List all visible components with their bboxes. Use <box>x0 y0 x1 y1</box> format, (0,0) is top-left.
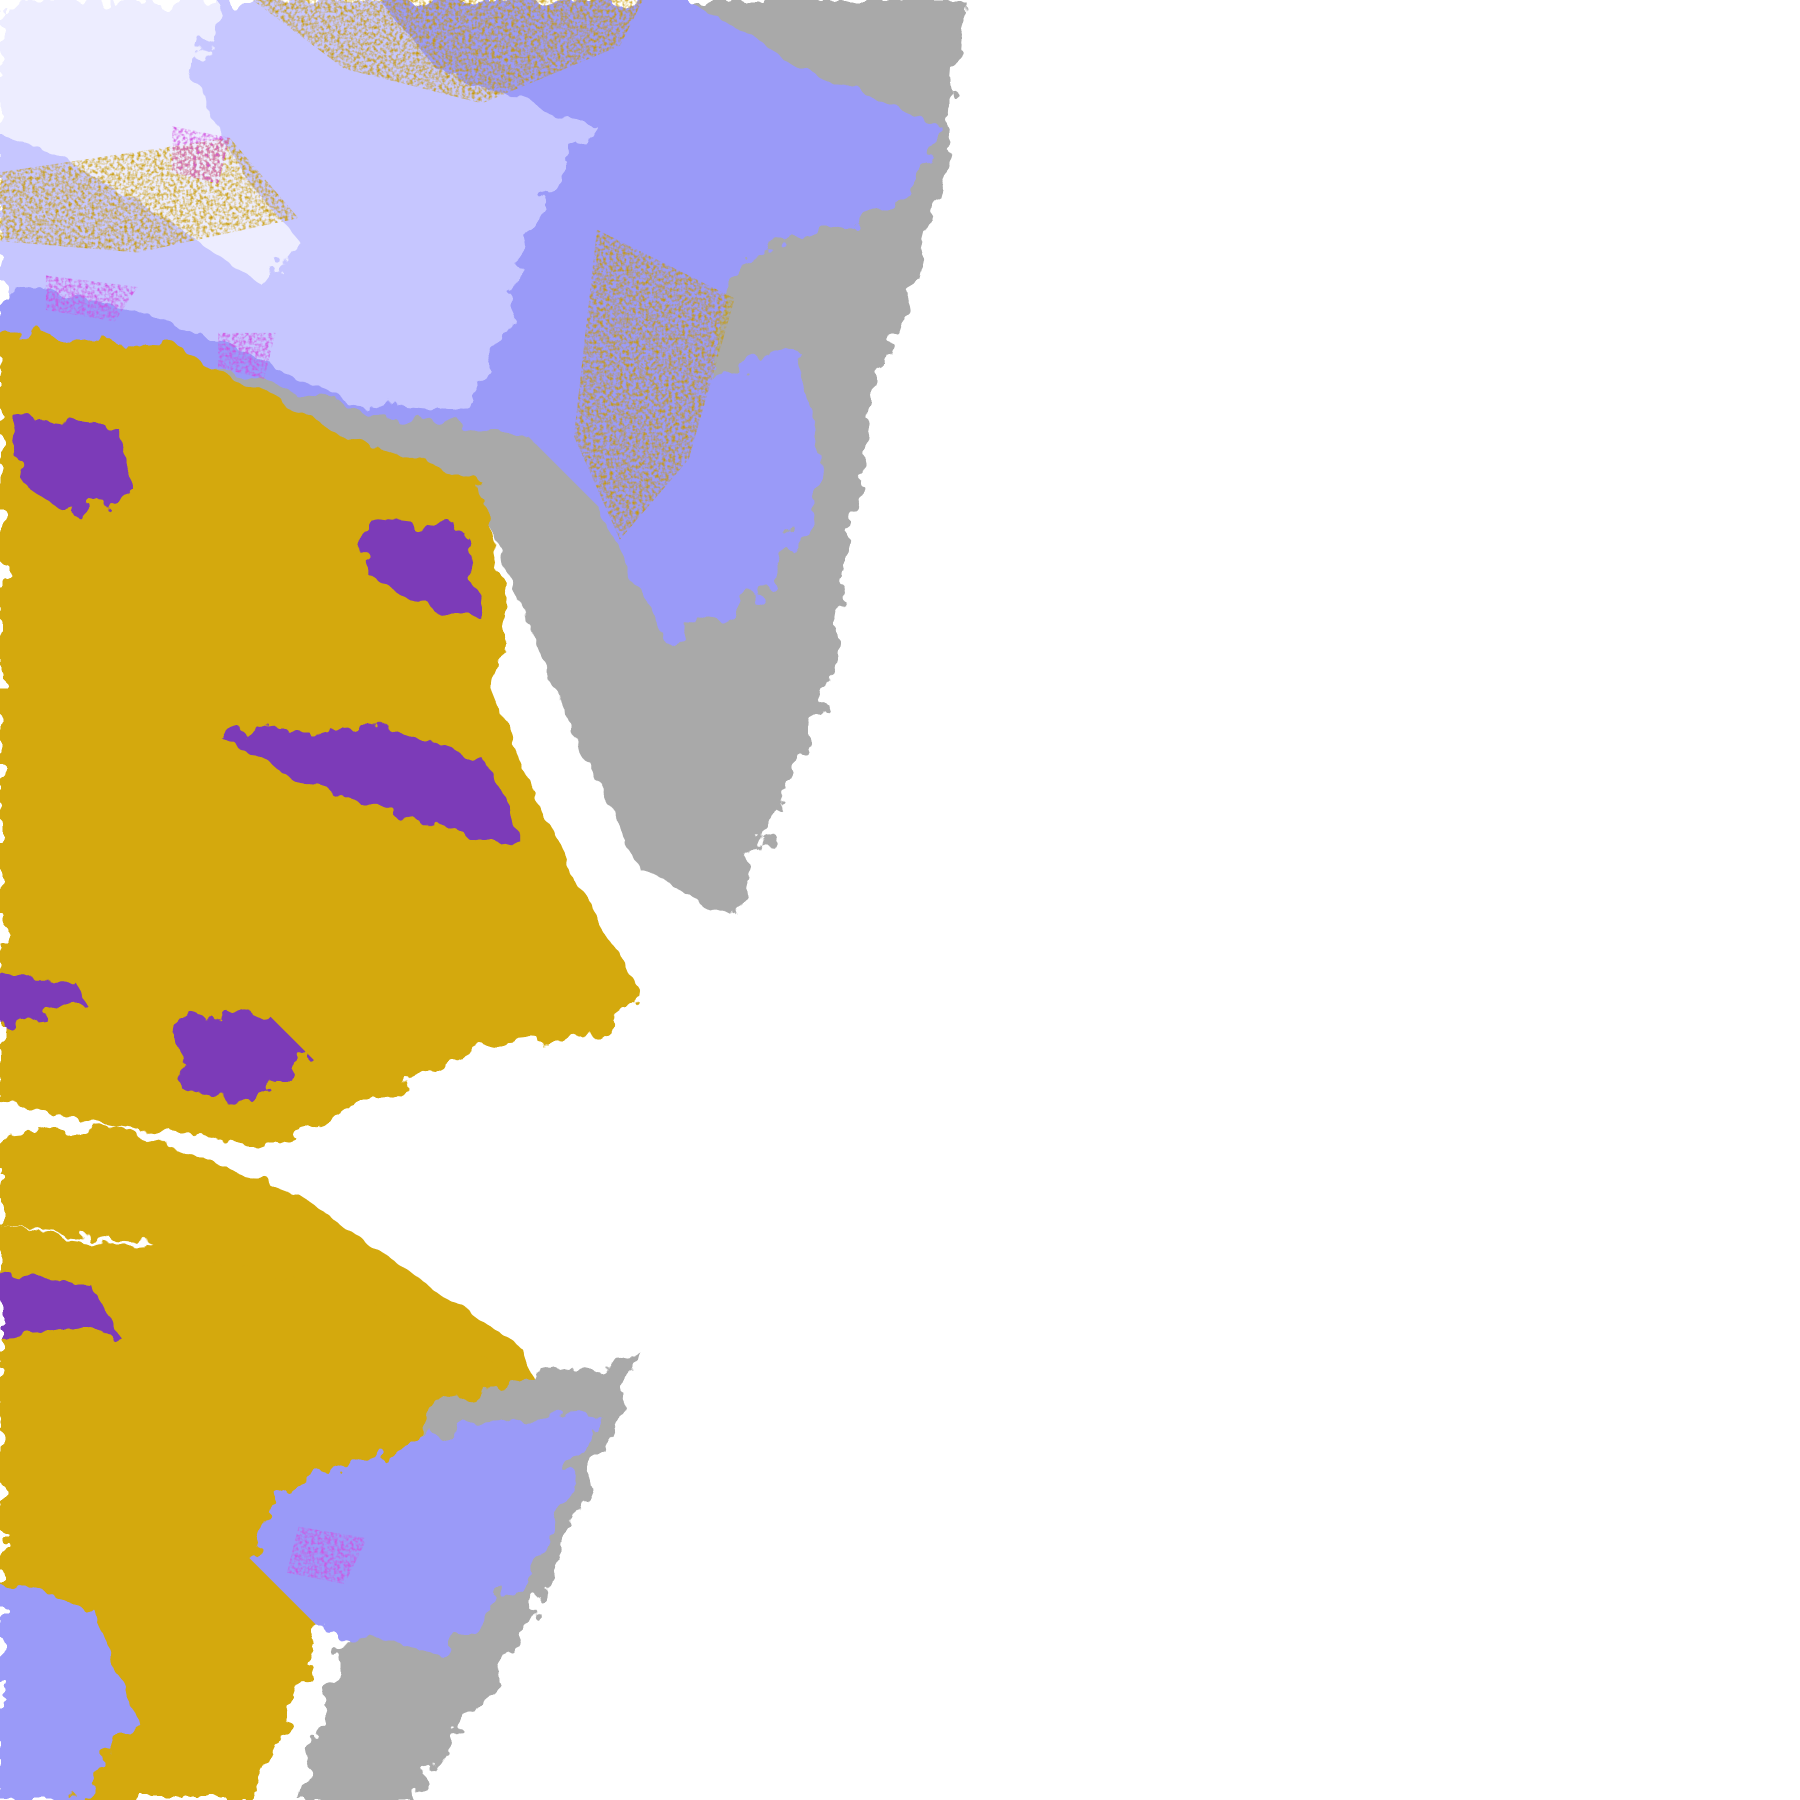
purple-patch <box>0 1274 115 1338</box>
purple-patch <box>172 1010 310 1103</box>
purple-patch <box>367 516 483 620</box>
southern-cloud-region <box>0 1354 643 1800</box>
purple-cloud-patches <box>0 413 529 1338</box>
purple-patch <box>11 413 138 517</box>
lavender-cloud-area <box>0 1584 138 1800</box>
purple-patch <box>218 723 529 850</box>
northern-gold-streaks <box>0 0 735 540</box>
lavender-cloud-area <box>252 1411 597 1654</box>
purple-patch <box>0 975 92 1022</box>
magenta-speckles <box>45 126 368 1585</box>
